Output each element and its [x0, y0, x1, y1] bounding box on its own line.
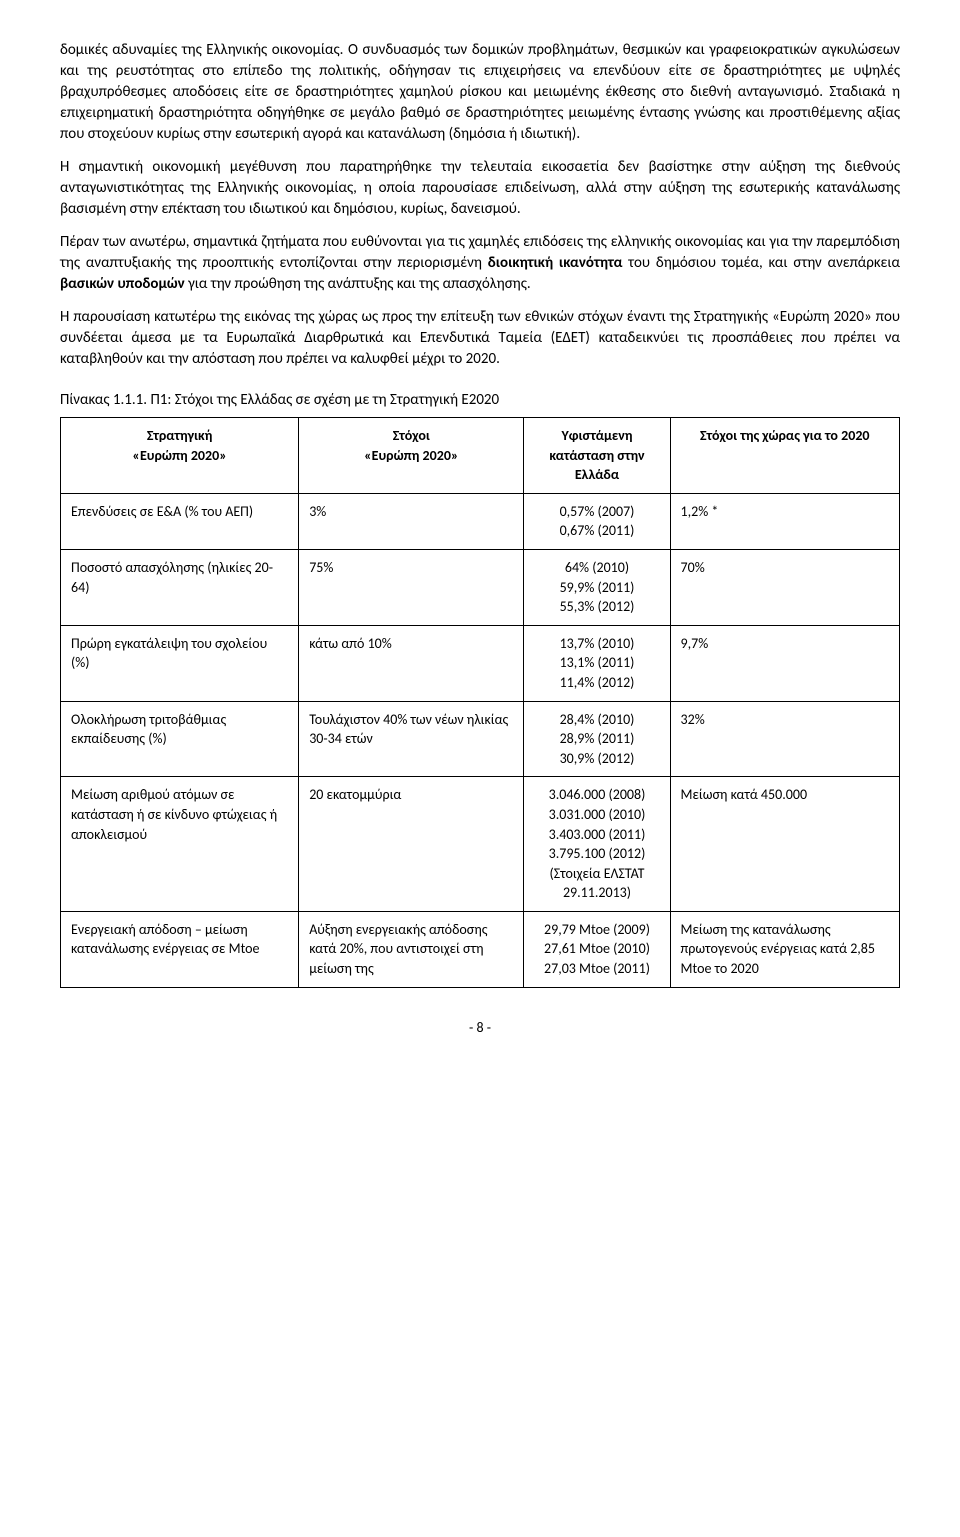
- cell-current-line: 55,3% (2012): [534, 597, 659, 617]
- cell-current-line: (Στοιχεία ΕΛΣΤΑΤ 29.11.2013): [534, 864, 659, 903]
- cell-current-line: 28,4% (2010): [534, 710, 659, 730]
- th-country-targets: Στόχοι της χώρας για το 2020: [670, 418, 899, 494]
- cell-current-line: 3.031.000 (2010): [534, 805, 659, 825]
- cell-current-line: 28,9% (2011): [534, 729, 659, 749]
- p3-bold-2: βασικών υποδομών: [60, 275, 185, 293]
- cell-current: 0,57% (2007)0,67% (2011): [524, 493, 670, 549]
- paragraph-3: Πέραν των ανωτέρω, σημαντικά ζητήματα πο…: [60, 232, 900, 295]
- cell-target: κάτω από 10%: [299, 625, 524, 701]
- table-caption: Πίνακας 1.1.1. Π1: Στόχοι της Ελλάδας σε…: [60, 390, 900, 411]
- cell-current: 29,79 Mtoe (2009)27,61 Mtoe (2010)27,03 …: [524, 911, 670, 987]
- cell-country-target: 1,2% *: [670, 493, 899, 549]
- cell-target: Τουλάχιστον 40% των νέων ηλικίας 30-34 ε…: [299, 701, 524, 777]
- th2-line1: Στόχοι: [393, 427, 430, 444]
- paragraph-1: δομικές αδυναμίες της Ελληνικής οικονομί…: [60, 40, 900, 145]
- page-number: - 8 -: [60, 1018, 900, 1038]
- cell-target: 3%: [299, 493, 524, 549]
- cell-current-line: 30,9% (2012): [534, 749, 659, 769]
- cell-current: 3.046.000 (2008)3.031.000 (2010)3.403.00…: [524, 777, 670, 912]
- cell-current-line: 0,67% (2011): [534, 521, 659, 541]
- table-header-row: Στρατηγική «Ευρώπη 2020» Στόχοι «Ευρώπη …: [61, 418, 900, 494]
- cell-strategy: Πρώρη εγκατάλειψη του σχολείου (%): [61, 625, 299, 701]
- cell-country-target: 70%: [670, 549, 899, 625]
- th1-line1: Στρατηγική: [147, 427, 212, 444]
- p3-part-e: για την προώθηση της ανάπτυξης και της α…: [185, 275, 531, 293]
- table-row: Ενεργειακή απόδοση – μείωση κατανάλωσης …: [61, 911, 900, 987]
- cell-strategy: Επενδύσεις σε Ε&Α (% του ΑΕΠ): [61, 493, 299, 549]
- cell-target: Αύξηση ενεργειακής απόδοσης κατά 20%, πο…: [299, 911, 524, 987]
- table-row: Ολοκλήρωση τριτοβάθμιας εκπαίδευσης (%)Τ…: [61, 701, 900, 777]
- cell-current-line: 59,9% (2011): [534, 578, 659, 598]
- cell-current-line: 27,61 Mtoe (2010): [534, 939, 659, 959]
- cell-strategy: Ολοκλήρωση τριτοβάθμιας εκπαίδευσης (%): [61, 701, 299, 777]
- p3-part-c: του δημόσιου τομέα, και στην ανεπάρκεια: [622, 254, 900, 272]
- cell-country-target: Μείωση της κατανάλωσης πρωτογενούς ενέργ…: [670, 911, 899, 987]
- targets-table: Στρατηγική «Ευρώπη 2020» Στόχοι «Ευρώπη …: [60, 417, 900, 988]
- cell-current-line: 3.403.000 (2011): [534, 825, 659, 845]
- table-row: Επενδύσεις σε Ε&Α (% του ΑΕΠ)3%0,57% (20…: [61, 493, 900, 549]
- cell-strategy: Μείωση αριθμού ατόμων σε κατάσταση ή σε …: [61, 777, 299, 912]
- cell-current: 28,4% (2010)28,9% (2011)30,9% (2012): [524, 701, 670, 777]
- cell-strategy: Ποσοστό απασχόλησης (ηλικίες 20-64): [61, 549, 299, 625]
- cell-current-line: 13,7% (2010): [534, 634, 659, 654]
- p3-bold-1: διοικητική ικανότητα: [488, 254, 623, 272]
- cell-current-line: 0,57% (2007): [534, 502, 659, 522]
- cell-country-target: 32%: [670, 701, 899, 777]
- cell-strategy: Ενεργειακή απόδοση – μείωση κατανάλωσης …: [61, 911, 299, 987]
- cell-country-target: 9,7%: [670, 625, 899, 701]
- cell-target: 20 εκατομμύρια: [299, 777, 524, 912]
- cell-current-line: 11,4% (2012): [534, 673, 659, 693]
- cell-current-line: 64% (2010): [534, 558, 659, 578]
- cell-current-line: 3.795.100 (2012): [534, 844, 659, 864]
- cell-current-line: 29,79 Mtoe (2009): [534, 920, 659, 940]
- cell-target: 75%: [299, 549, 524, 625]
- th-current: Υφιστάμενη κατάσταση στην Ελλάδα: [524, 418, 670, 494]
- cell-current-line: 27,03 Mtoe (2011): [534, 959, 659, 979]
- cell-current-line: 3.046.000 (2008): [534, 785, 659, 805]
- table-row: Ποσοστό απασχόλησης (ηλικίες 20-64)75%64…: [61, 549, 900, 625]
- th2-line2: «Ευρώπη 2020»: [364, 447, 458, 464]
- th1-line2: «Ευρώπη 2020»: [132, 447, 226, 464]
- cell-country-target: Μείωση κατά 450.000: [670, 777, 899, 912]
- cell-current-line: 13,1% (2011): [534, 653, 659, 673]
- paragraph-4: Η παρουσίαση κατωτέρω της εικόνας της χώ…: [60, 307, 900, 370]
- th-strategy: Στρατηγική «Ευρώπη 2020»: [61, 418, 299, 494]
- paragraph-2: Η σημαντική οικονομική μεγέθυνση που παρ…: [60, 157, 900, 220]
- table-row: Πρώρη εγκατάλειψη του σχολείου (%)κάτω α…: [61, 625, 900, 701]
- cell-current: 64% (2010)59,9% (2011)55,3% (2012): [524, 549, 670, 625]
- cell-current: 13,7% (2010)13,1% (2011)11,4% (2012): [524, 625, 670, 701]
- th-targets: Στόχοι «Ευρώπη 2020»: [299, 418, 524, 494]
- table-row: Μείωση αριθμού ατόμων σε κατάσταση ή σε …: [61, 777, 900, 912]
